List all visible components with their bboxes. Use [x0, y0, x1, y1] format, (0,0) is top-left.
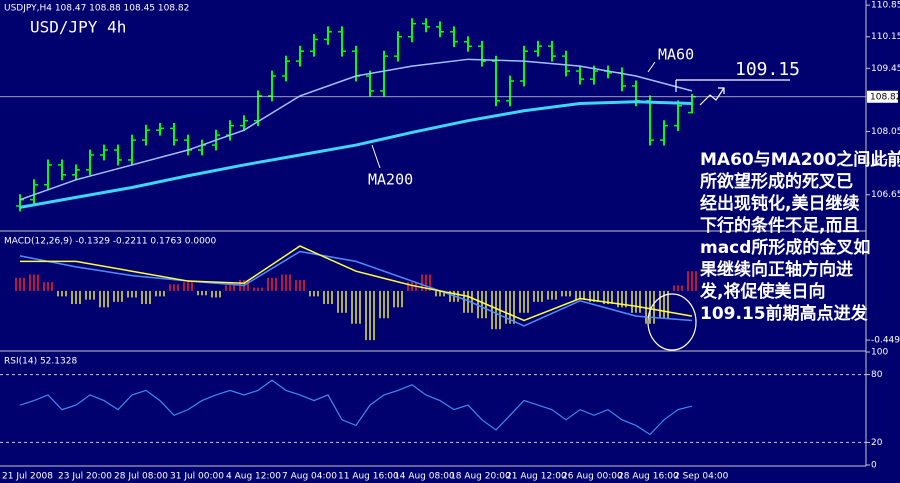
- y-tick-label: 80: [871, 370, 883, 380]
- comment-line: MA60与MA200之间此前: [700, 149, 900, 170]
- y-tick-label: 110.85: [871, 1, 900, 11]
- y-tick-label: 0: [871, 461, 877, 471]
- pointer: [647, 61, 656, 73]
- chart-title: USD/JPY 4h: [30, 18, 126, 37]
- comment-line: 发,将促使美日向: [699, 281, 825, 302]
- y-tick-label: 108.05: [871, 127, 900, 137]
- x-tick-label: 31 Jul 00:00: [170, 472, 224, 482]
- comment-line: 果继续向正轴方向进: [700, 259, 853, 280]
- y-tick-label: 106.65: [871, 190, 900, 200]
- last-price-label: 108.82: [870, 92, 900, 102]
- x-tick-label: 23 Jul 20:00: [58, 472, 112, 482]
- comment-line: 经出现钝化,美日继续: [700, 193, 859, 214]
- x-tick-label: 26 Aug 00:00: [562, 472, 623, 482]
- ma60-label: MA60: [658, 46, 694, 64]
- highlight-circle: [647, 293, 697, 351]
- indicator-line: [19, 58, 693, 201]
- y-tick-label: 109.45: [871, 64, 900, 74]
- comment-line: 所欲望形成的死叉已: [700, 171, 853, 192]
- frame: [0, 0, 867, 467]
- last-price-box: [867, 90, 898, 103]
- indicator-line: [19, 250, 693, 327]
- x-tick-label: 14 Aug 08:00: [394, 472, 455, 482]
- arrow-head: [718, 87, 725, 94]
- pointer: [371, 144, 381, 169]
- macd-label: MACD(12,26,9) -0.1329 -0.2211 0.1763 0.0…: [4, 237, 217, 247]
- comment-line: macd所形成的金叉如: [700, 237, 870, 258]
- x-tick-label: 18 Aug 20:00: [450, 472, 511, 482]
- comment-line: 下行的条件不足,而且: [700, 215, 859, 236]
- x-tick-label: 28 Jul 08:00: [114, 472, 168, 482]
- x-tick-label: 2 Sep 04:00: [674, 472, 729, 482]
- indicator-line: [19, 100, 693, 209]
- x-tick-label: 21 Aug 12:00: [506, 472, 567, 482]
- x-tick-label: 21 Jul 2008: [2, 472, 53, 482]
- rsi-label: RSI(14) 52.1328: [4, 357, 77, 367]
- indicator-line: [20, 245, 693, 322]
- x-tick-label: 11 Aug 16:00: [338, 472, 399, 482]
- y-tick-label: 20: [871, 438, 883, 448]
- ma200-label: MA200: [368, 171, 413, 189]
- header: USDJPY,H4 108.47 108.88 108.45 108.82: [4, 4, 189, 14]
- y-tick-label: 107.35: [871, 159, 900, 169]
- x-tick-label: 28 Aug 16:00: [618, 472, 679, 482]
- target-label: 109.15: [735, 59, 800, 80]
- arrow: [699, 87, 725, 106]
- y-tick-label: 100: [871, 348, 888, 358]
- y-tick-label: 110.15: [871, 32, 900, 42]
- rsi-line: [19, 379, 693, 436]
- y-tick-label: -0.4494: [871, 336, 900, 346]
- comment-line: 109.15前期高点进发: [700, 303, 869, 324]
- x-tick-label: 4 Aug 12:00: [226, 472, 281, 482]
- x-tick-label: 7 Aug 04:00: [282, 472, 337, 482]
